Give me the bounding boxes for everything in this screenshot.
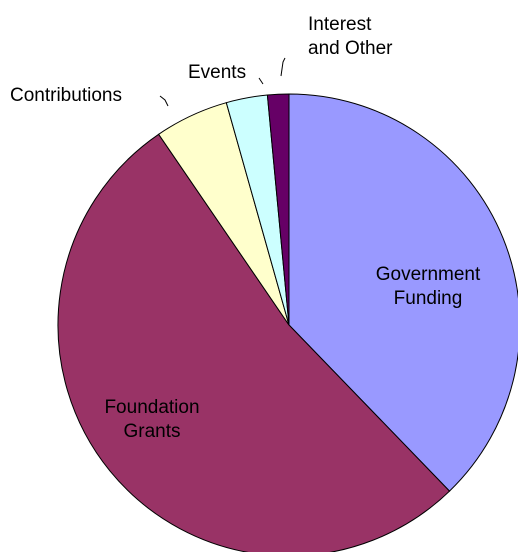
slice-label-events: Events <box>188 62 246 83</box>
slice-label-government-funding: Government Funding <box>376 264 481 309</box>
leader-lines <box>159 57 286 107</box>
pie-slice-government-funding <box>288 93 518 492</box>
pie-slice-foundation-grants <box>57 133 451 552</box>
leader-line-events <box>258 77 264 85</box>
pie-slice-interest-and-other <box>266 93 290 326</box>
slice-label-line: Government <box>376 264 481 285</box>
slice-label-interest-and-other: Interest and Other <box>308 14 393 59</box>
slice-label-line: Interest <box>308 14 372 35</box>
slice-label-line: Grants <box>123 421 180 442</box>
leader-line-contributions <box>159 95 169 107</box>
slice-labels: Government Funding Foundation Grants Contrib… <box>10 14 481 442</box>
slice-label-line: Funding <box>394 288 463 309</box>
slice-label-line: Foundation <box>104 397 199 418</box>
leader-line-interest-and-other <box>280 57 286 77</box>
slice-label-foundation-grants: Foundation Grants <box>104 397 199 442</box>
slice-label-contributions: Contributions <box>10 85 122 106</box>
slice-label-line: Contributions <box>10 85 122 106</box>
slice-label-line: Events <box>188 62 246 83</box>
pie-slices <box>57 93 518 552</box>
slice-label-line: and Other <box>308 38 393 59</box>
